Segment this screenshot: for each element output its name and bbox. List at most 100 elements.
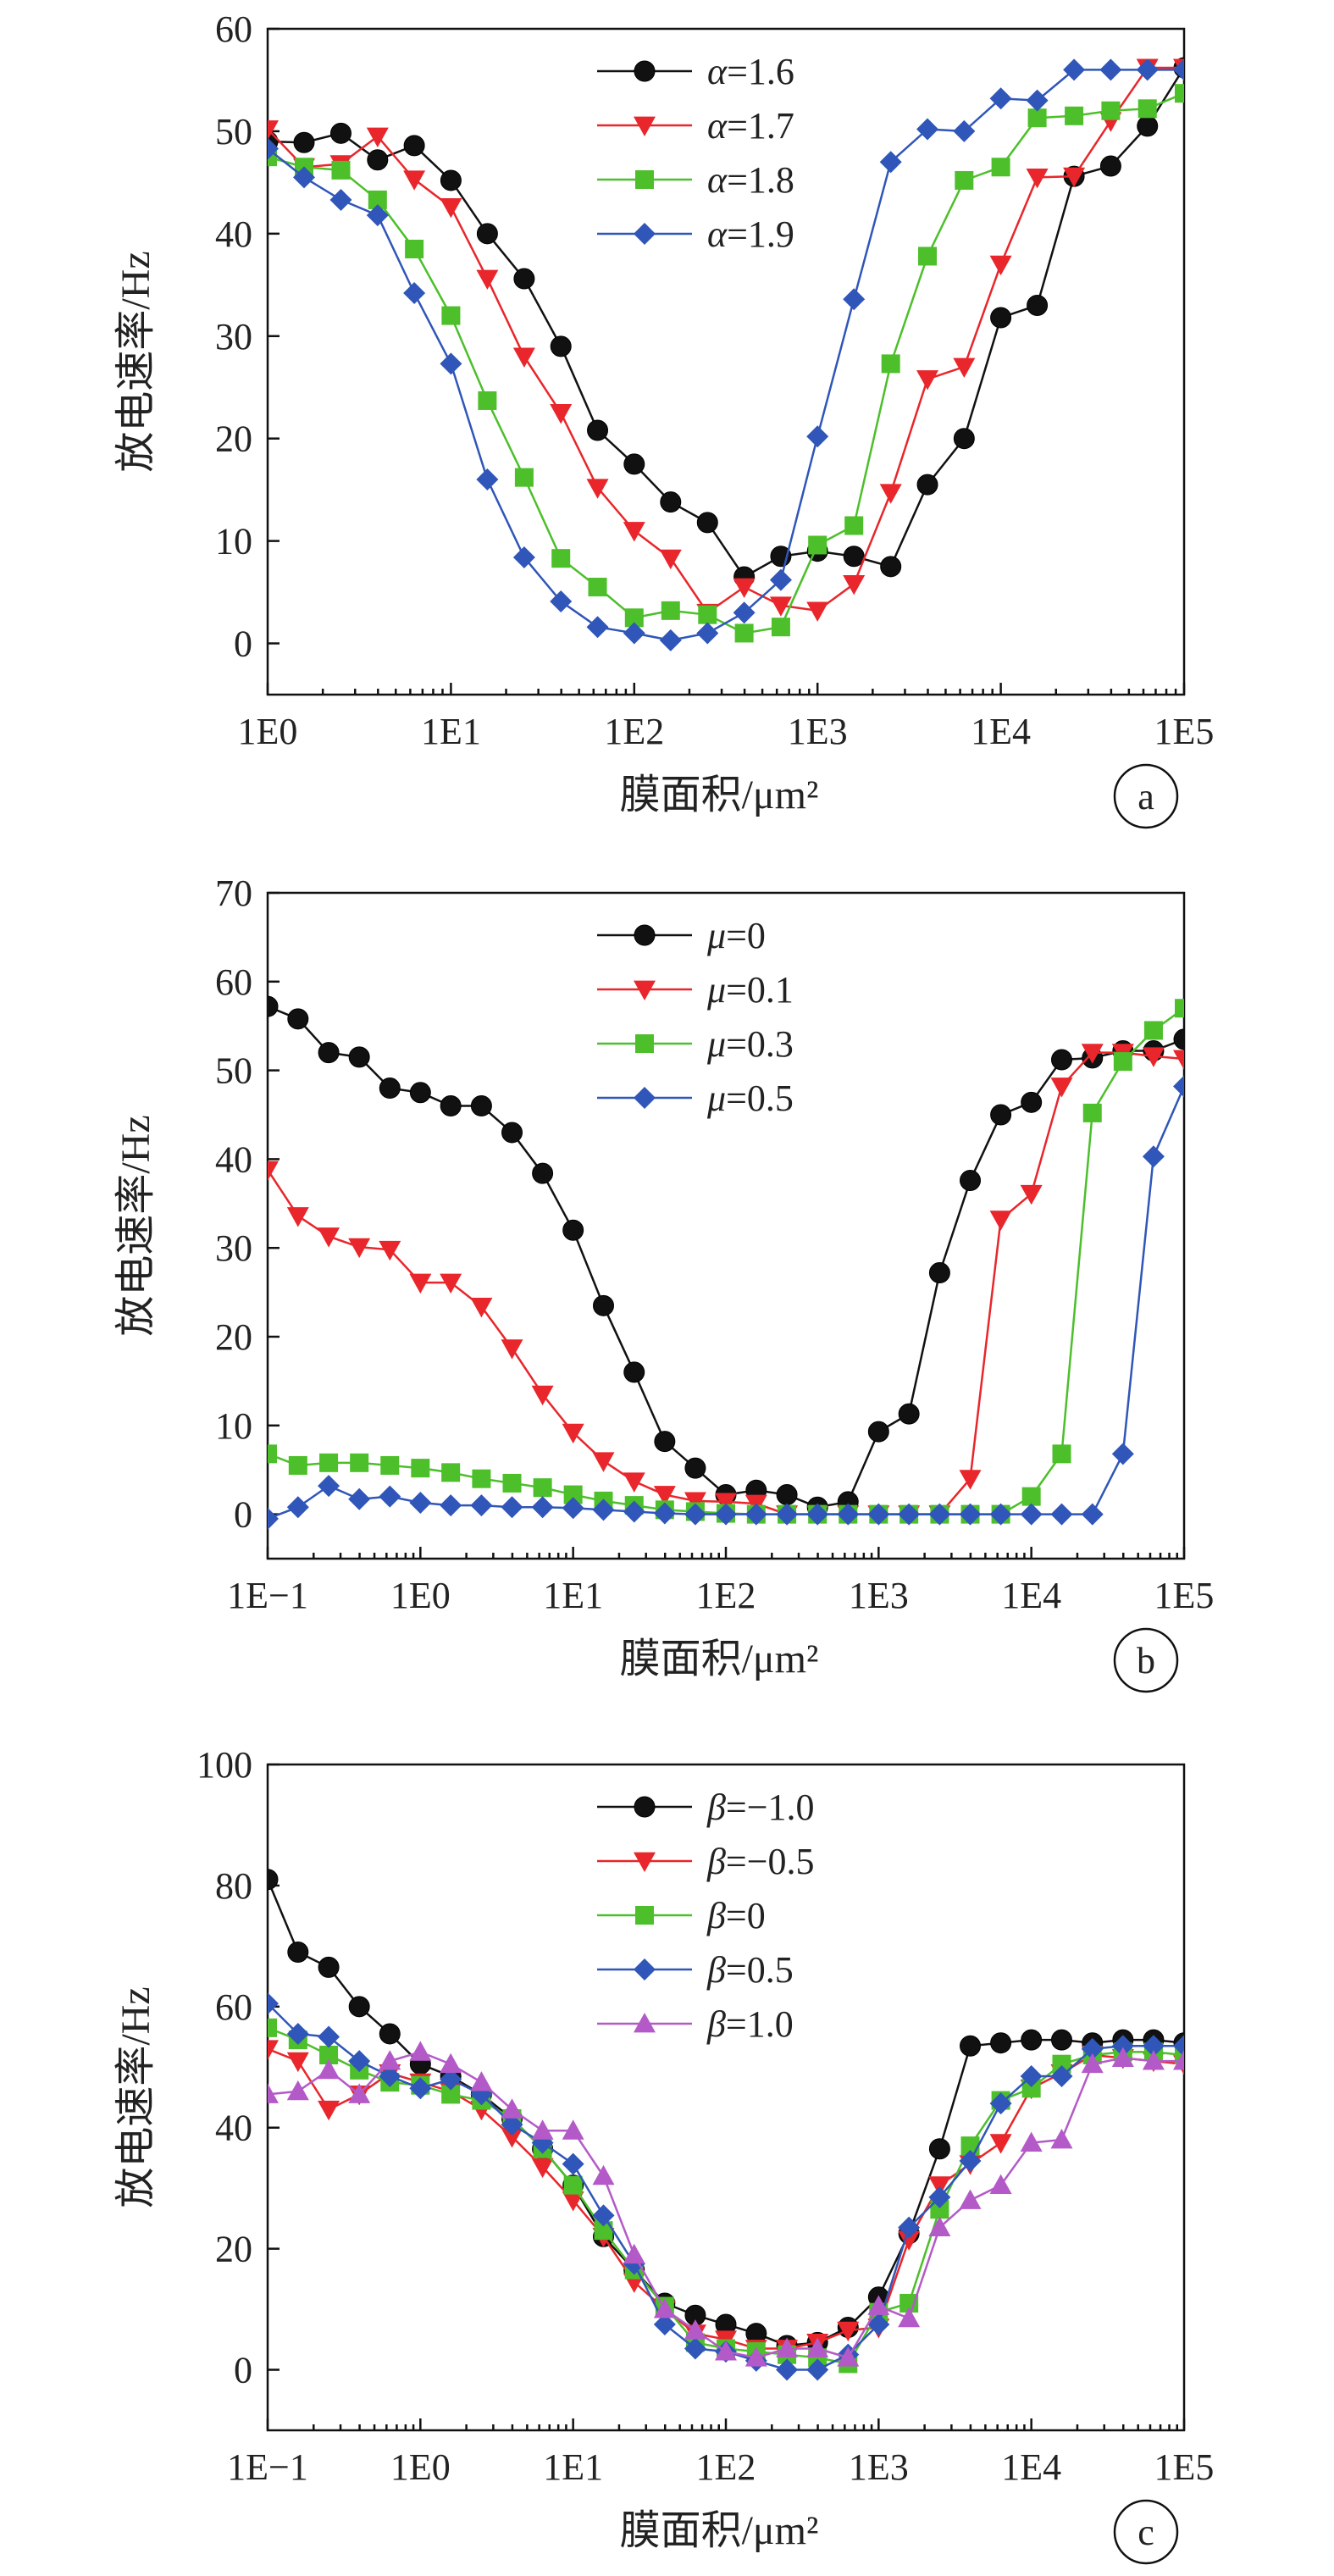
panel-label: b	[1137, 1640, 1155, 1681]
data-point	[440, 352, 462, 375]
data-point	[441, 2085, 461, 2104]
panel-label-circle	[1113, 763, 1179, 829]
data-point	[562, 1497, 584, 1520]
data-point	[653, 1502, 676, 1525]
data-point	[476, 269, 499, 291]
legend-item: α=1.8	[597, 159, 794, 201]
legend-symbol: β	[706, 1841, 726, 1882]
data-point	[898, 1503, 921, 1526]
data-point	[268, 1992, 279, 2015]
data-point	[1142, 1047, 1165, 1067]
data-point	[472, 1469, 491, 1488]
data-point	[1111, 2035, 1134, 2058]
legend-symbol: α	[707, 105, 728, 147]
data-point	[562, 2191, 584, 2212]
x-tick-label: 1E−1	[227, 2446, 308, 2488]
data-point	[411, 1459, 430, 1478]
data-point	[501, 1496, 523, 1519]
data-point	[653, 1486, 676, 1506]
y-tick-label: 20	[215, 1316, 252, 1358]
legend-label: α=1.9	[707, 213, 794, 255]
data-point	[715, 2341, 737, 2361]
data-point	[1173, 1028, 1184, 1050]
data-point	[744, 1503, 767, 1526]
legend-value: =−1.0	[726, 1787, 815, 1828]
data-point	[989, 1503, 1012, 1526]
data-point	[501, 1122, 523, 1144]
data-point	[744, 2346, 767, 2367]
data-point	[1021, 1487, 1041, 1506]
data-point	[533, 1478, 552, 1498]
data-point	[898, 1403, 920, 1425]
data-point	[918, 247, 938, 266]
data-point	[959, 1503, 982, 1526]
data-point	[1081, 1044, 1104, 1064]
data-point	[562, 2152, 584, 2175]
data-point	[292, 166, 315, 189]
y-tick-label: 0	[234, 623, 252, 665]
data-point	[531, 2158, 554, 2179]
legend-value: =1.9	[727, 213, 794, 255]
data-point	[776, 2337, 799, 2357]
data-point	[867, 1503, 890, 1526]
legend-symbol: β	[706, 1949, 726, 1991]
data-point	[1099, 58, 1122, 81]
data-point	[403, 281, 426, 304]
data-point	[587, 419, 609, 441]
data-point	[440, 1095, 462, 1117]
data-point	[367, 149, 389, 171]
chart-panel-c: 0 20 40 60 80 100 1E−1 1E0 1E1 1E2 1E3 1E4 1E5 膜面积/μm…	[113, 1744, 1214, 2565]
x-axis-label: 膜面积/μm²	[620, 773, 819, 817]
x-tick-label: 1E0	[390, 2446, 451, 2488]
data-point	[928, 2185, 951, 2208]
data-point	[478, 391, 497, 410]
legend-label: μ=0.1	[706, 969, 794, 1011]
data-point	[953, 357, 976, 379]
data-point	[562, 1423, 584, 1444]
data-point	[288, 1455, 307, 1475]
data-point	[898, 2307, 921, 2328]
data-point	[286, 2022, 309, 2045]
data-point	[928, 2138, 950, 2160]
data-point	[379, 1240, 401, 1261]
data-point	[1020, 2131, 1043, 2152]
series-4	[268, 2041, 1184, 2367]
data-point	[562, 2119, 584, 2140]
legend-value: =0	[726, 1895, 766, 1936]
legend-symbol: β	[706, 2003, 726, 2045]
legend-item: μ=0.5	[597, 1077, 794, 1119]
legend-value: =0	[726, 915, 766, 956]
x-axis-label: 膜面积/μm²	[620, 2508, 819, 2553]
data-point	[286, 1496, 309, 1519]
data-point	[512, 546, 535, 568]
legend-label: α=1.7	[707, 105, 794, 147]
data-point	[403, 170, 426, 191]
legend-item: α=1.6	[597, 51, 794, 92]
panel-label: a	[1137, 776, 1154, 817]
data-point	[1111, 1443, 1134, 1465]
legend-marker	[634, 980, 656, 1000]
data-point	[733, 601, 756, 624]
data-point	[1052, 1444, 1071, 1464]
data-point	[1021, 2079, 1041, 2098]
data-point	[1111, 2047, 1134, 2067]
legend-marker	[635, 170, 654, 189]
data-point	[1099, 155, 1121, 177]
data-point	[409, 2041, 432, 2061]
data-point	[623, 1472, 645, 1493]
data-point	[623, 1500, 645, 1523]
y-tick-label: 60	[215, 1986, 252, 2028]
x-tick-label: 1E−1	[227, 1575, 308, 1616]
data-point	[843, 575, 866, 596]
legend-item: β=0	[597, 1895, 766, 1936]
y-tick-label: 40	[215, 1138, 252, 1180]
data-point	[989, 2174, 1012, 2195]
data-point	[698, 605, 717, 624]
data-point	[441, 1463, 461, 1482]
data-point	[594, 2221, 613, 2241]
legend-marker	[635, 1034, 654, 1053]
legend-label: μ=0	[706, 915, 766, 956]
y-tick-label: 50	[215, 1050, 252, 1092]
data-point	[776, 2358, 799, 2381]
data-point	[659, 549, 682, 570]
